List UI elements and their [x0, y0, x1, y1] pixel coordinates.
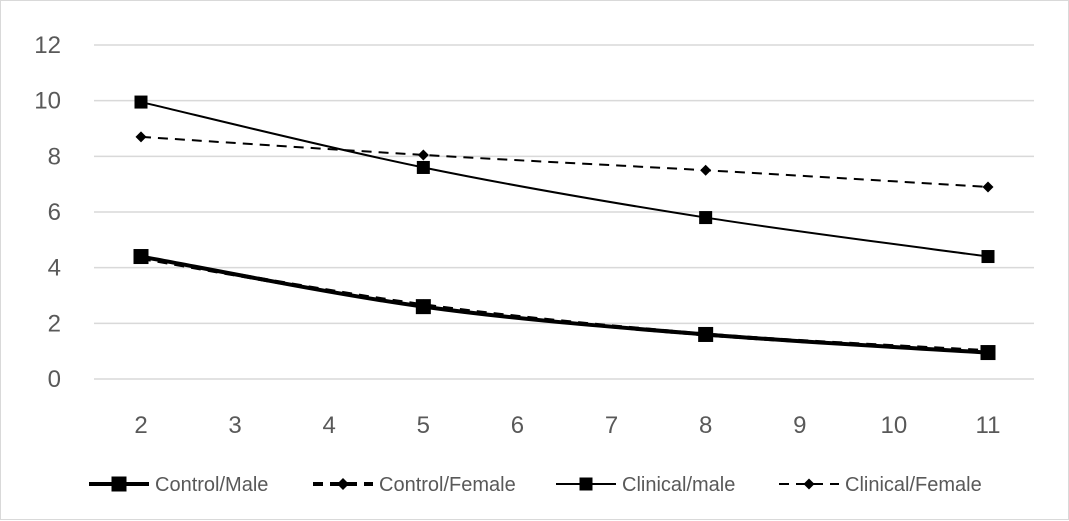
- legend-item: Control/Female: [313, 474, 516, 496]
- diamond-marker: [699, 328, 712, 341]
- series-line-control-male: [140, 254, 989, 355]
- x-tick-label: 4: [323, 412, 336, 439]
- diamond-marker: [135, 131, 147, 143]
- series-control-female: [135, 251, 994, 358]
- series-lines: [133, 95, 996, 361]
- grid-lines: [94, 44, 1034, 380]
- x-tick-label: 9: [793, 412, 806, 439]
- series-line-clinical-female: [140, 135, 989, 188]
- y-tick-label: 10: [34, 88, 61, 115]
- square-marker: [579, 477, 593, 491]
- y-axis-ticks: 0 2 4 6 8 10 12: [34, 32, 61, 393]
- square-marker: [134, 95, 148, 109]
- y-tick-label: 0: [48, 366, 61, 393]
- x-tick-label: 3: [228, 412, 241, 439]
- legend-label: Clinical/male: [622, 474, 735, 496]
- legend-label: Clinical/Female: [845, 474, 982, 496]
- y-tick-label: 6: [48, 199, 61, 226]
- legend-item: Control/Male: [89, 474, 268, 496]
- legend-label: Control/Male: [155, 474, 268, 496]
- legend-item: Clinical/male: [556, 474, 735, 496]
- x-axis-ticks: 2 3 4 5 6 7 8 9 10 11: [134, 412, 1000, 439]
- x-tick-label: 2: [134, 412, 147, 439]
- square-marker: [699, 211, 713, 225]
- legend-item: Clinical/Female: [779, 474, 982, 496]
- diamond-marker: [135, 251, 147, 264]
- series-clinical-male: [134, 95, 995, 264]
- diamond-marker: [417, 149, 429, 161]
- square-marker: [111, 476, 127, 492]
- diamond-marker: [803, 478, 815, 490]
- x-tick-label: 11: [976, 412, 1001, 439]
- series-clinical-female: [135, 131, 994, 193]
- y-tick-label: 2: [48, 310, 61, 337]
- x-tick-label: 5: [417, 412, 430, 439]
- x-tick-label: 7: [605, 412, 618, 439]
- square-marker: [416, 160, 430, 174]
- diamond-marker: [982, 345, 994, 358]
- diamond-marker: [337, 478, 349, 490]
- x-tick-label: 10: [881, 412, 908, 439]
- legend-label: Control/Female: [379, 474, 516, 496]
- x-tick-label: 8: [699, 412, 712, 439]
- series-control-male: [133, 249, 996, 361]
- y-tick-label: 12: [34, 32, 61, 59]
- square-marker: [981, 250, 995, 264]
- diamond-marker: [700, 164, 712, 176]
- diamond-marker: [982, 181, 994, 193]
- series-line-control-female: [140, 255, 989, 354]
- y-tick-label: 8: [48, 143, 61, 170]
- y-tick-label: 4: [48, 255, 61, 282]
- series-line-clinical-male: [140, 101, 989, 258]
- diamond-marker: [417, 299, 430, 312]
- x-tick-label: 6: [511, 412, 524, 439]
- legend: Control/Male Control/Female Clinical/male C…: [89, 474, 982, 496]
